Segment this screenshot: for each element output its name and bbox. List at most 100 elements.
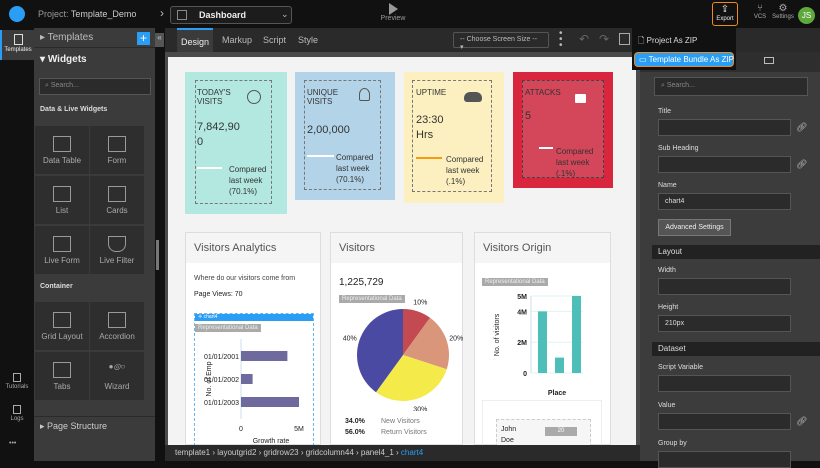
card-attacks[interactable]: ATTACKS 5 Compared last week (.1%) <box>513 72 613 188</box>
panel-visitors[interactable]: Visitors 1,225,729 Representational Data… <box>330 232 463 445</box>
export-button[interactable]: ⇪ Export <box>712 2 738 26</box>
bar <box>241 351 288 361</box>
link-icon[interactable]: 🔗︎ <box>796 122 808 132</box>
save-icon[interactable] <box>619 33 630 45</box>
breadcrumb-item[interactable]: gridcolumn44 <box>305 448 354 457</box>
menu-item-label: Template Bundle As ZIP <box>648 55 735 64</box>
tab-style[interactable]: Style <box>298 35 319 45</box>
widget-tabs[interactable]: Tabs <box>35 352 89 400</box>
advanced-settings-button[interactable]: Advanced Settings <box>658 219 731 236</box>
widget-search-input[interactable]: ⌕ Search... <box>39 78 151 95</box>
avatar[interactable]: JS <box>798 7 815 24</box>
templates-section[interactable]: ▸ Templates <box>34 28 155 48</box>
menu-item-project-zip[interactable]: 🗋︎ Project As ZIP <box>638 35 697 49</box>
height-label: Height <box>658 304 679 311</box>
page-structure-label: Page Structure <box>47 421 108 431</box>
pie-slice <box>357 309 403 393</box>
undo-icon[interactable]: ↶ <box>579 32 590 46</box>
widget-accordion[interactable]: Accordion <box>90 302 144 350</box>
breadcrumb-item[interactable]: layoutgrid2 <box>217 448 257 457</box>
layout-section[interactable]: Layout <box>652 245 820 259</box>
book-icon <box>13 373 21 382</box>
device-icon[interactable] <box>764 57 774 64</box>
widget-label: List <box>55 206 69 215</box>
panel-subtitle: Where do our visitors come from <box>194 275 296 282</box>
dataset-section[interactable]: Dataset <box>652 342 820 356</box>
widget-data-table[interactable]: Data Table <box>35 126 89 174</box>
panel-visitors-origin[interactable]: Visitors Origin Representational Data 0 2… <box>474 232 611 447</box>
menu-item-template-bundle-zip[interactable]: ▭ Template Bundle As ZIP <box>634 52 734 67</box>
card-uptime[interactable]: UPTIME 23:30 Hrs Compared last week (.1%… <box>404 72 504 203</box>
progress-bar <box>539 147 553 149</box>
panel-scrollbar[interactable] <box>156 240 159 270</box>
widget-grid-layout[interactable]: Grid Layout <box>35 302 89 350</box>
y-tick-label: 01/01/2002 <box>204 377 239 384</box>
tab-design[interactable]: Design <box>177 28 213 52</box>
widget-wizard[interactable]: ●◎○ Wizard <box>90 352 144 400</box>
card-todays-visits[interactable]: TODAY'S VISITS 7,842,900 Compared last w… <box>185 72 287 214</box>
name-input[interactable]: chart4 <box>658 193 791 210</box>
widget-live-form[interactable]: Live Form <box>35 226 89 274</box>
collapse-panel-button[interactable]: « <box>155 33 164 47</box>
breadcrumb-item-active[interactable]: chart4 <box>400 448 424 457</box>
gear-icon: ⚙ <box>778 3 788 14</box>
value-input[interactable] <box>658 413 791 430</box>
widget-tag[interactable]: ✛ chart4 <box>195 314 313 321</box>
grid-icon <box>53 312 71 328</box>
height-input[interactable]: 210px <box>658 315 791 332</box>
page-select[interactable]: Dashboard ⌄ <box>170 6 292 24</box>
chart4-widget[interactable]: ✛ chart4 Representational Data 01/01/200… <box>194 313 314 446</box>
widgets-section[interactable]: ▾ Widgets <box>40 54 87 65</box>
rail-tutorials[interactable]: Tutorials <box>0 373 34 390</box>
breadcrumb-item[interactable]: template1 <box>175 448 211 457</box>
panel-visitors-analytics[interactable]: Visitors Analytics Where do our visitors… <box>185 232 321 446</box>
widget-cards[interactable]: Cards <box>90 176 144 224</box>
bar-chart-vertical: 0 2M 4M 5M Place No. of visitors <box>494 294 583 397</box>
add-template-button[interactable]: + <box>137 32 150 45</box>
link-icon[interactable]: 🔗︎ <box>796 159 808 169</box>
vcs-button[interactable]: ⑂ VCS <box>750 3 770 20</box>
widget-label: Grid Layout <box>41 332 83 341</box>
logo-icon[interactable] <box>9 6 25 22</box>
rail-logs[interactable]: Logs <box>0 405 34 422</box>
width-input[interactable] <box>658 278 791 295</box>
group-by-label: Group by <box>658 440 687 447</box>
title-input[interactable] <box>658 119 791 136</box>
slice-label: 30% <box>413 406 427 411</box>
page-canvas[interactable]: TODAY'S VISITS 7,842,900 Compared last w… <box>168 57 636 447</box>
screen-size-value: -- Choose Screen Size -- <box>460 36 538 43</box>
kebab-menu-icon[interactable]: • • • <box>559 28 563 51</box>
rail-templates[interactable]: Templates <box>0 30 34 60</box>
widget-form[interactable]: Form <box>90 126 144 174</box>
search-icon: ⌕ <box>661 82 665 89</box>
widget-list[interactable]: List <box>35 176 89 224</box>
widget-label: Form <box>107 156 127 165</box>
script-variable-input[interactable] <box>658 375 791 392</box>
title-label: Title <box>658 108 671 115</box>
panel-title: Visitors Origin <box>475 233 610 263</box>
top-bar: Project: Template_Demo › Dashboard ⌄ Pre… <box>0 0 820 28</box>
more-icon[interactable]: ••• <box>9 440 17 447</box>
page-structure-section[interactable]: ▸ Page Structure <box>34 416 155 436</box>
widget-live-filter[interactable]: Live Filter <box>90 226 144 274</box>
screen-size-select[interactable]: -- Choose Screen Size -- ▾ <box>453 32 549 51</box>
tab-script[interactable]: Script <box>263 35 287 45</box>
properties-search-input[interactable]: ⌕ Search... <box>654 77 808 96</box>
representational-data-badge: Representational Data <box>482 278 548 286</box>
breadcrumb-item[interactable]: panel4_1 <box>360 448 394 457</box>
widget-label: Accordion <box>99 332 135 341</box>
filter-icon <box>108 236 126 252</box>
group-by-input[interactable] <box>658 451 791 468</box>
data-table[interactable]: John Doe 20 <box>482 400 602 447</box>
card-unique-visits[interactable]: UNIQUE VISITS 2,00,000 Compared last wee… <box>295 72 395 200</box>
bar <box>572 296 581 373</box>
redo-icon[interactable]: ↷ <box>599 32 610 46</box>
preview-button[interactable]: Preview <box>380 3 406 22</box>
tab-markup[interactable]: Markup <box>222 35 253 45</box>
rail-templates-label: Templates <box>4 47 32 53</box>
new-visitors-label: New Visitors <box>381 418 420 425</box>
subheading-input[interactable] <box>658 156 791 173</box>
link-icon[interactable]: 🔗︎ <box>796 416 808 426</box>
breadcrumb-item[interactable]: gridrow23 <box>263 448 299 457</box>
settings-button[interactable]: ⚙ Settings <box>770 3 796 20</box>
